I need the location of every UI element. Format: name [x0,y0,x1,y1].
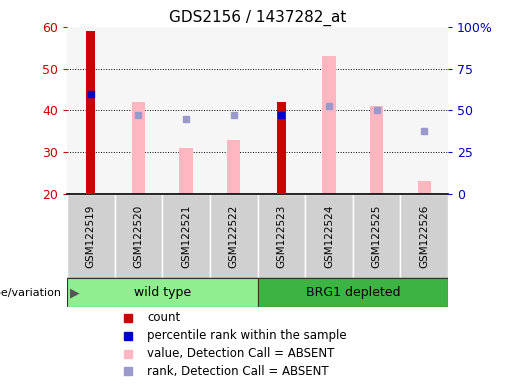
Text: wild type: wild type [134,286,191,299]
Bar [67,194,115,278]
Text: GSM122522: GSM122522 [229,204,238,268]
Bar [353,27,401,194]
Text: rank, Detection Call = ABSENT: rank, Detection Call = ABSENT [147,365,329,378]
Text: GSM122523: GSM122523 [277,204,286,268]
Text: GSM122524: GSM122524 [324,204,334,268]
Bar [418,181,431,194]
Text: value, Detection Call = ABSENT: value, Detection Call = ABSENT [147,347,334,360]
Bar [258,278,448,307]
Text: ▶: ▶ [70,286,79,299]
Bar [305,194,353,278]
Text: GSM122519: GSM122519 [86,204,96,268]
Bar [210,27,258,194]
Text: percentile rank within the sample: percentile rank within the sample [147,329,347,342]
Bar [114,27,162,194]
Text: GSM122520: GSM122520 [133,205,143,268]
Bar [210,194,258,278]
Bar [353,194,401,278]
Bar [277,102,286,194]
Bar [401,27,448,194]
Text: genotype/variation: genotype/variation [0,288,62,298]
Bar [67,27,115,194]
Bar [114,194,162,278]
Title: GDS2156 / 1437282_at: GDS2156 / 1437282_at [169,9,346,25]
Bar [258,27,305,194]
Bar [370,106,383,194]
Bar [401,194,448,278]
Text: GSM122526: GSM122526 [419,204,429,268]
Bar [87,31,95,194]
Bar [162,27,210,194]
Bar [162,194,210,278]
Bar [67,278,258,307]
Bar [227,140,241,194]
Text: count: count [147,311,180,324]
Bar [322,56,336,194]
Text: GSM122525: GSM122525 [372,204,382,268]
Text: BRG1 depleted: BRG1 depleted [305,286,400,299]
Bar [132,102,145,194]
Text: GSM122521: GSM122521 [181,204,191,268]
Bar [258,194,305,278]
Bar [179,148,193,194]
Bar [305,27,353,194]
